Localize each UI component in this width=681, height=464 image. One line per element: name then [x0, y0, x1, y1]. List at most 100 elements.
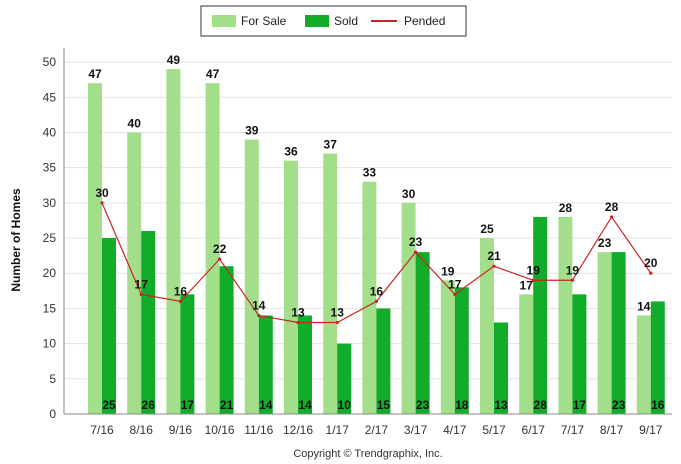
pended-point [453, 292, 457, 296]
bar-sold [298, 315, 312, 414]
data-label-for-sale: 19 [441, 264, 455, 278]
x-tick-label: 4/17 [443, 423, 467, 437]
bar-sold [337, 343, 352, 414]
bar-for-sale [558, 216, 573, 414]
bar-for-sale [323, 153, 338, 415]
data-label-for-sale: 33 [363, 166, 377, 180]
data-label-for-sale: 37 [324, 138, 338, 152]
y-tick-label: 30 [43, 196, 57, 210]
data-label-for-sale: 39 [245, 124, 259, 138]
y-tick-label: 5 [49, 372, 56, 386]
data-label-pended: 17 [135, 277, 149, 291]
data-label-sold: 17 [181, 398, 195, 412]
data-label-pended: 14 [252, 298, 266, 312]
pended-point [570, 278, 575, 282]
data-label-sold: 28 [534, 398, 548, 412]
data-label-sold: 16 [651, 398, 665, 412]
bar-for-sale [205, 83, 220, 414]
data-label-for-sale: 40 [128, 116, 142, 130]
bar-for-sale [166, 69, 181, 414]
data-label-sold: 17 [573, 398, 587, 412]
x-tick-label: 8/16 [130, 423, 154, 437]
bar-sold [611, 252, 626, 414]
legend-label-pended: Pended [404, 14, 445, 28]
bar-sold [454, 287, 469, 414]
bar-for-sale [597, 252, 612, 414]
x-tick-label: 10/16 [205, 423, 235, 437]
data-label-pended: 17 [448, 277, 462, 291]
pended-line [100, 201, 653, 325]
legend-swatch-for-sale [212, 15, 236, 27]
data-label-pended: 16 [370, 284, 384, 298]
y-tick-label: 35 [43, 161, 57, 175]
data-label-pended: 13 [291, 306, 305, 320]
axes: 0 5 10 15 20 25 30 35 40 45 50 7/16 8/16 9/16 10/16 11/… [43, 48, 672, 437]
x-tick-label: 3/17 [404, 423, 428, 437]
legend-box [200, 5, 467, 37]
bar-sold [415, 252, 430, 414]
pended-point [139, 292, 143, 296]
pended-point [492, 264, 496, 268]
data-label-sold: 26 [142, 398, 156, 412]
pended-point [335, 320, 339, 325]
data-label-pended: 30 [95, 186, 109, 200]
pended-point [374, 299, 378, 303]
bar-for-sale [636, 315, 651, 414]
y-tick-label: 45 [43, 90, 57, 104]
data-label-pended: 16 [174, 284, 188, 298]
data-label-sold: 23 [416, 398, 430, 412]
data-label-for-sale: 17 [520, 278, 534, 292]
bar-sold [533, 216, 548, 414]
bar-for-sale [519, 294, 534, 414]
x-tick-label: 8/17 [600, 423, 624, 437]
x-tick-label: 2/17 [365, 423, 389, 437]
data-label-for-sale: 28 [559, 201, 573, 215]
data-label-pended: 19 [566, 263, 580, 277]
bar-sold [572, 294, 587, 414]
data-label-pended: 22 [213, 242, 227, 256]
bar-for-sale [284, 160, 298, 414]
pended-point [414, 250, 418, 254]
y-tick-label: 20 [43, 266, 57, 280]
data-label-for-sale: 47 [206, 67, 220, 81]
y-tick-label: 10 [43, 337, 57, 351]
legend: For Sale Sold Pended [200, 5, 467, 37]
x-tick-label: 7/16 [90, 423, 114, 437]
y-tick-label: 40 [43, 125, 57, 139]
data-label-pended: 13 [331, 306, 345, 320]
legend-swatch-sold [305, 15, 329, 27]
pended-point [610, 215, 614, 219]
data-label-for-sale: 30 [402, 187, 416, 201]
data-label-sold: 21 [220, 398, 234, 412]
pended-point [100, 201, 104, 205]
data-label-for-sale: 14 [637, 299, 651, 313]
x-tick-label: 7/17 [561, 423, 585, 437]
copyright-footer: Copyright © Trendgraphix, Inc. [293, 448, 442, 460]
x-tick-label: 11/16 [244, 423, 273, 437]
bar-for-sale [440, 280, 455, 414]
pended-point [257, 313, 261, 318]
data-label-sold: 14 [259, 398, 273, 412]
data-label-pended: 28 [605, 200, 619, 214]
x-tick-label: 9/16 [169, 423, 193, 437]
data-label-sold: 18 [455, 398, 469, 412]
y-tick-label: 25 [43, 231, 57, 245]
y-axis-label: Number of Homes [9, 188, 23, 292]
data-label-sold: 23 [612, 398, 626, 412]
data-label-sold: 14 [298, 398, 312, 412]
data-label-for-sale: 47 [88, 67, 102, 81]
bar-sold [219, 266, 234, 414]
bar-sold [494, 322, 508, 414]
pended-point [649, 271, 653, 275]
bar-sold [376, 308, 391, 414]
data-label-pended: 23 [409, 235, 423, 249]
legend-label-sold: Sold [334, 14, 358, 28]
data-label-pended: 19 [527, 263, 541, 277]
data-label-sold: 13 [494, 398, 508, 412]
x-tick-label: 9/17 [639, 423, 663, 437]
x-tick-label: 12/16 [283, 423, 313, 437]
data-labels: 47 40 49 47 39 36 37 33 30 19 25 17 28 23 14 25 26 17 21 14… [88, 53, 664, 412]
data-label-sold: 10 [338, 398, 352, 412]
data-label-for-sale: 23 [598, 236, 612, 250]
